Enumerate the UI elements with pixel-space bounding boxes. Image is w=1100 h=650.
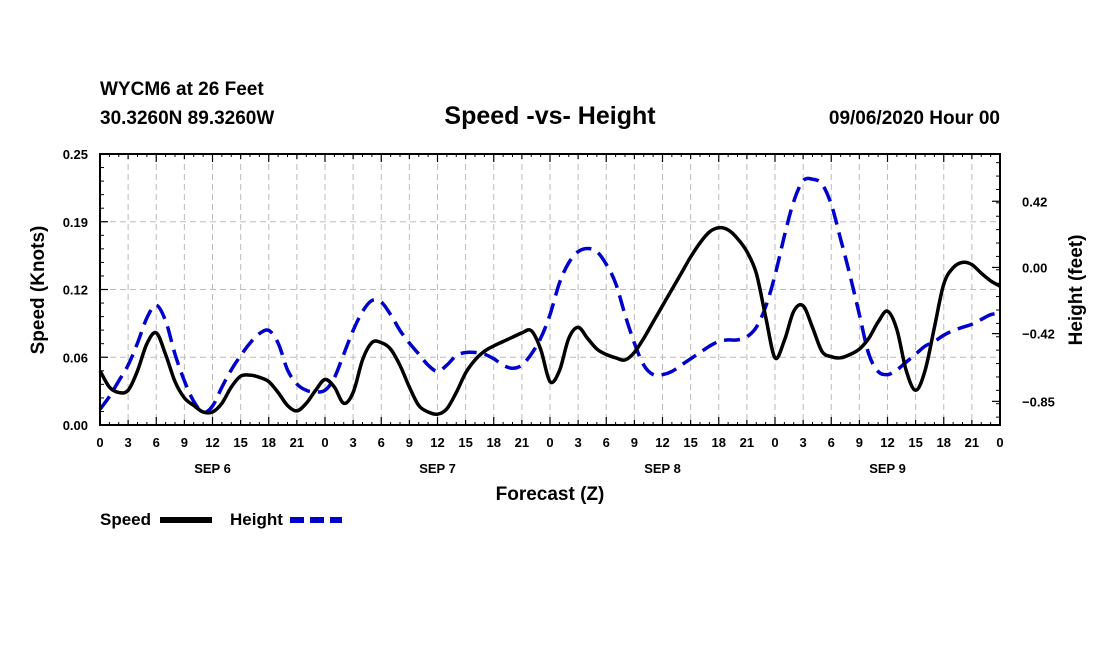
x-tick-label: 0	[771, 435, 778, 450]
x-tick-label: 15	[683, 435, 697, 450]
x-tick-label: 0	[321, 435, 328, 450]
left-tick-label: 0.12	[63, 283, 88, 298]
speed-series-line	[98, 225, 1001, 417]
x-tick-label: 0	[96, 435, 103, 450]
x-tick-label: 6	[603, 435, 610, 450]
grid	[100, 154, 1000, 425]
day-label: SEP 6	[194, 461, 231, 476]
left-tick-label: 0.06	[63, 350, 88, 365]
height-series-line	[98, 176, 1001, 415]
x-tick-label: 18	[262, 435, 276, 450]
day-label: SEP 9	[869, 461, 906, 476]
day-label: SEP 7	[419, 461, 456, 476]
x-tick-label: 0	[546, 435, 553, 450]
x-tick-label: 21	[965, 435, 979, 450]
left-axis-label: Speed (Knots)	[28, 226, 49, 355]
series-layer	[98, 176, 1001, 417]
x-tick-label: 15	[908, 435, 922, 450]
right-tick-label: 0.42	[1022, 194, 1047, 209]
axis-ticks: 0 3 6 9 12 15 18 21 0 3 6 9 12 15 18 21 0 3 6 9 12 15 18 21 0 3 6 9…	[63, 147, 1055, 476]
right-tick-label: −0.85	[1022, 394, 1055, 409]
right-tick-label: 0.00	[1022, 260, 1047, 275]
x-tick-label: 6	[378, 435, 385, 450]
left-tick-label: 0.19	[63, 215, 88, 230]
station-label: WYCM6 at 26 Feet	[100, 79, 264, 100]
x-tick-label: 3	[125, 435, 132, 450]
x-tick-label: 6	[153, 435, 160, 450]
right-axis-label: Height (feet)	[1066, 235, 1087, 346]
x-tick-label: 18	[937, 435, 951, 450]
x-tick-label: 15	[458, 435, 472, 450]
left-tick-label: 0.25	[63, 147, 88, 162]
forecast-date-label: 09/06/2020 Hour 00	[829, 108, 1000, 129]
x-tick-label: 15	[233, 435, 247, 450]
legend-height-label: Height	[230, 510, 283, 529]
right-tick-label: −0.42	[1022, 327, 1055, 342]
x-tick-label: 3	[350, 435, 357, 450]
x-tick-label: 9	[181, 435, 188, 450]
x-tick-label: 9	[406, 435, 413, 450]
x-tick-label: 9	[631, 435, 638, 450]
x-tick-label: 18	[487, 435, 501, 450]
left-tick-label: 0.00	[63, 418, 88, 433]
x-tick-label: 12	[880, 435, 894, 450]
x-tick-label: 12	[655, 435, 669, 450]
coordinates-label: 30.3260N 89.3260W	[100, 108, 274, 129]
day-label: SEP 8	[644, 461, 681, 476]
legend-speed-label: Speed	[100, 510, 151, 529]
x-tick-label: 12	[430, 435, 444, 450]
x-tick-label: 21	[515, 435, 529, 450]
x-tick-label: 0	[996, 435, 1003, 450]
x-tick-label: 12	[205, 435, 219, 450]
chart-title: Speed -vs- Height	[444, 102, 656, 130]
x-axis-label: Forecast (Z)	[496, 484, 605, 505]
legend: Speed Height	[100, 510, 342, 529]
x-tick-label: 21	[740, 435, 754, 450]
x-tick-label: 21	[290, 435, 304, 450]
x-tick-label: 6	[828, 435, 835, 450]
x-tick-label: 9	[856, 435, 863, 450]
x-tick-label: 3	[800, 435, 807, 450]
x-tick-label: 3	[575, 435, 582, 450]
x-tick-label: 18	[712, 435, 726, 450]
